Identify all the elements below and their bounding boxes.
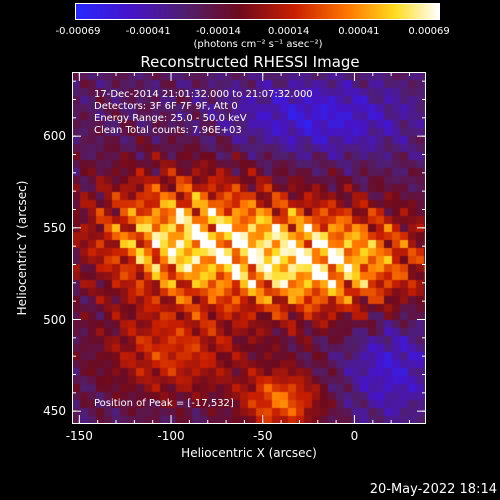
- colorbar-tick-label: -0.00041: [125, 26, 171, 37]
- colorbar-tick-label: 0.00069: [408, 26, 450, 37]
- annotation-peak: Position of Peak = [-17,532]: [94, 398, 234, 409]
- heatmap-image: [72, 72, 426, 424]
- annotation-detectors: Detectors: 3F 6F 7F 9F, Att 0: [94, 101, 238, 112]
- colorbar-unit-label: (photons cm⁻² s⁻¹ asec⁻²): [193, 39, 323, 50]
- annotation-time: 17-Dec-2014 21:01:32.000 to 21:07:32.000: [94, 89, 313, 100]
- y-axis-label: Heliocentric Y (arcsec): [15, 180, 29, 316]
- x-tick-label: -150: [65, 429, 93, 443]
- y-tick-label: 450: [43, 404, 66, 419]
- plot-frame: [72, 72, 426, 424]
- colorbar-tick-label: -0.00014: [195, 26, 241, 37]
- chart-title: Reconstructed RHESSI Image: [140, 53, 360, 71]
- x-axis-label: Heliocentric X (arcsec): [181, 446, 317, 460]
- colorbar-tick-label: 0.00014: [267, 26, 310, 37]
- annotation-energy: Energy Range: 25.0 - 50.0 keV: [94, 113, 247, 124]
- plot-border: [72, 72, 426, 424]
- x-tick-label: -100: [157, 429, 185, 443]
- colorbar-tick-label: 0.00041: [338, 26, 380, 37]
- footer-date: 20-May-2022 18:14: [369, 482, 497, 497]
- annotation-clean: Clean Total counts: 7.96E+03: [94, 125, 242, 136]
- colorbar-tick-label: -0.00069: [55, 26, 101, 37]
- y-tick-label: 600: [43, 129, 66, 144]
- colorbar: [75, 3, 440, 20]
- x-tick-label: -50: [252, 429, 273, 443]
- x-tick-label: 0: [350, 429, 359, 443]
- y-tick-label: 550: [43, 220, 66, 235]
- y-tick-label: 500: [43, 312, 66, 327]
